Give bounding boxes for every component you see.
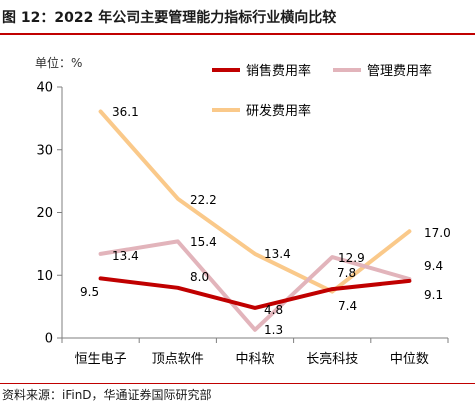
legend-label: 研发费用率 — [246, 103, 311, 119]
y-tick-label: 30 — [36, 143, 53, 158]
y-tick-label: 40 — [36, 81, 53, 96]
data-label: 7.8 — [337, 266, 356, 280]
figure-title: 图 12：2022 年公司主要管理能力指标行业横向比较 — [2, 10, 337, 26]
unit-label: 单位：% — [35, 55, 82, 70]
legend-label: 管理费用率 — [367, 63, 432, 79]
series-line — [98, 109, 412, 294]
data-label: 9.4 — [424, 259, 443, 273]
source-note: 资料来源：iFinD，华通证券国际研究部 — [2, 388, 212, 402]
line-chart: 单位：% 0 10 20 30 40 恒生电子 顶点软件 中科软 长亮科技 中位数 9.5 8.0 4.8… — [35, 55, 451, 367]
data-label: 9.5 — [80, 285, 99, 299]
data-label: 9.1 — [424, 288, 443, 302]
legend-label: 销售费用率 — [246, 63, 311, 79]
x-tick-label: 顶点软件 — [152, 352, 204, 367]
y-tick-label: 10 — [36, 269, 53, 284]
data-label: 36.1 — [112, 105, 139, 119]
y-tick-label: 20 — [36, 206, 53, 221]
data-label: 8.0 — [190, 270, 209, 284]
data-label: 12.9 — [338, 251, 365, 265]
data-label: 13.4 — [264, 247, 291, 261]
footer-divider — [0, 383, 475, 384]
data-label: 4.8 — [264, 303, 283, 317]
data-label: 7.4 — [338, 299, 357, 313]
data-label: 22.2 — [190, 193, 217, 207]
data-label: 17.0 — [424, 226, 451, 240]
y-tick-label: 0 — [45, 332, 53, 347]
x-tick-label: 长亮科技 — [306, 351, 358, 367]
series-line — [98, 276, 412, 310]
title-divider — [0, 33, 475, 35]
data-label: 1.3 — [264, 323, 283, 337]
x-tick-label: 中科软 — [235, 352, 274, 367]
data-label: 15.4 — [190, 235, 217, 249]
x-tick-label: 恒生电子 — [75, 352, 127, 367]
series-line — [98, 239, 412, 332]
x-tick-label: 中位数 — [390, 352, 429, 367]
data-label: 13.4 — [112, 249, 139, 263]
